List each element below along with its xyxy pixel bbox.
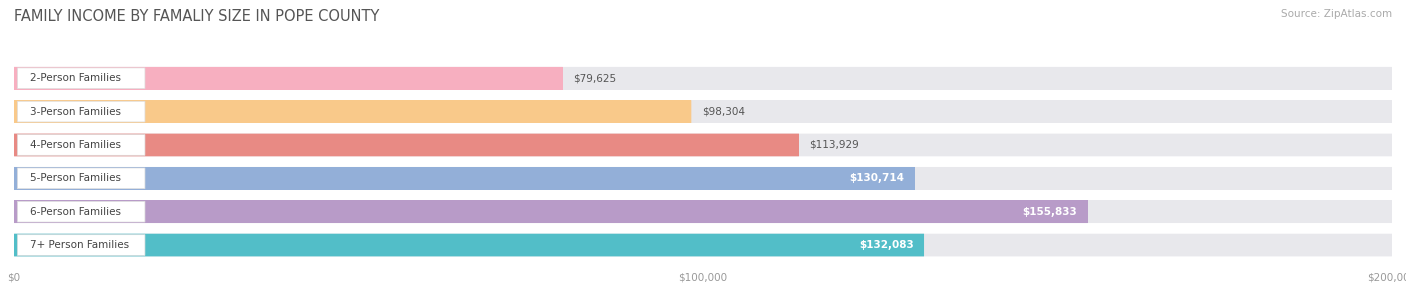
Bar (14, 167, 1392, 190)
FancyBboxPatch shape (14, 134, 799, 156)
Text: FAMILY INCOME BY FAMALIY SIZE IN POPE COUNTY: FAMILY INCOME BY FAMALIY SIZE IN POPE CO… (14, 9, 380, 24)
Text: $155,833: $155,833 (1022, 207, 1077, 217)
Text: 2-Person Families: 2-Person Families (30, 73, 121, 83)
FancyBboxPatch shape (14, 134, 1392, 156)
FancyBboxPatch shape (14, 167, 1392, 190)
Bar (14, 67, 562, 90)
Bar (14, 234, 924, 257)
FancyBboxPatch shape (17, 201, 145, 222)
Bar (14, 167, 914, 190)
FancyBboxPatch shape (14, 234, 1392, 257)
Text: $132,083: $132,083 (859, 240, 914, 250)
FancyBboxPatch shape (17, 135, 145, 155)
FancyBboxPatch shape (14, 200, 1088, 223)
Bar (14, 100, 692, 123)
Text: $98,304: $98,304 (702, 107, 745, 117)
Bar (14, 67, 1392, 90)
Text: $130,714: $130,714 (849, 173, 904, 183)
Text: 3-Person Families: 3-Person Families (30, 107, 121, 117)
FancyBboxPatch shape (14, 67, 562, 90)
Bar (14, 134, 799, 156)
Text: 5-Person Families: 5-Person Families (30, 173, 121, 183)
FancyBboxPatch shape (14, 200, 1392, 223)
Bar (14, 200, 1392, 223)
Bar (14, 100, 1392, 123)
Text: 4-Person Families: 4-Person Families (30, 140, 121, 150)
FancyBboxPatch shape (17, 101, 145, 122)
Text: Source: ZipAtlas.com: Source: ZipAtlas.com (1281, 9, 1392, 19)
FancyBboxPatch shape (14, 67, 1392, 90)
Text: 6-Person Families: 6-Person Families (30, 207, 121, 217)
FancyBboxPatch shape (14, 167, 914, 190)
FancyBboxPatch shape (17, 235, 145, 255)
Text: $79,625: $79,625 (574, 73, 616, 83)
Text: 7+ Person Families: 7+ Person Families (30, 240, 129, 250)
FancyBboxPatch shape (17, 168, 145, 189)
FancyBboxPatch shape (17, 68, 145, 88)
Bar (14, 200, 1088, 223)
Text: $113,929: $113,929 (810, 140, 859, 150)
FancyBboxPatch shape (14, 234, 924, 257)
FancyBboxPatch shape (14, 100, 692, 123)
Bar (14, 234, 1392, 257)
FancyBboxPatch shape (14, 100, 1392, 123)
Bar (14, 134, 1392, 156)
